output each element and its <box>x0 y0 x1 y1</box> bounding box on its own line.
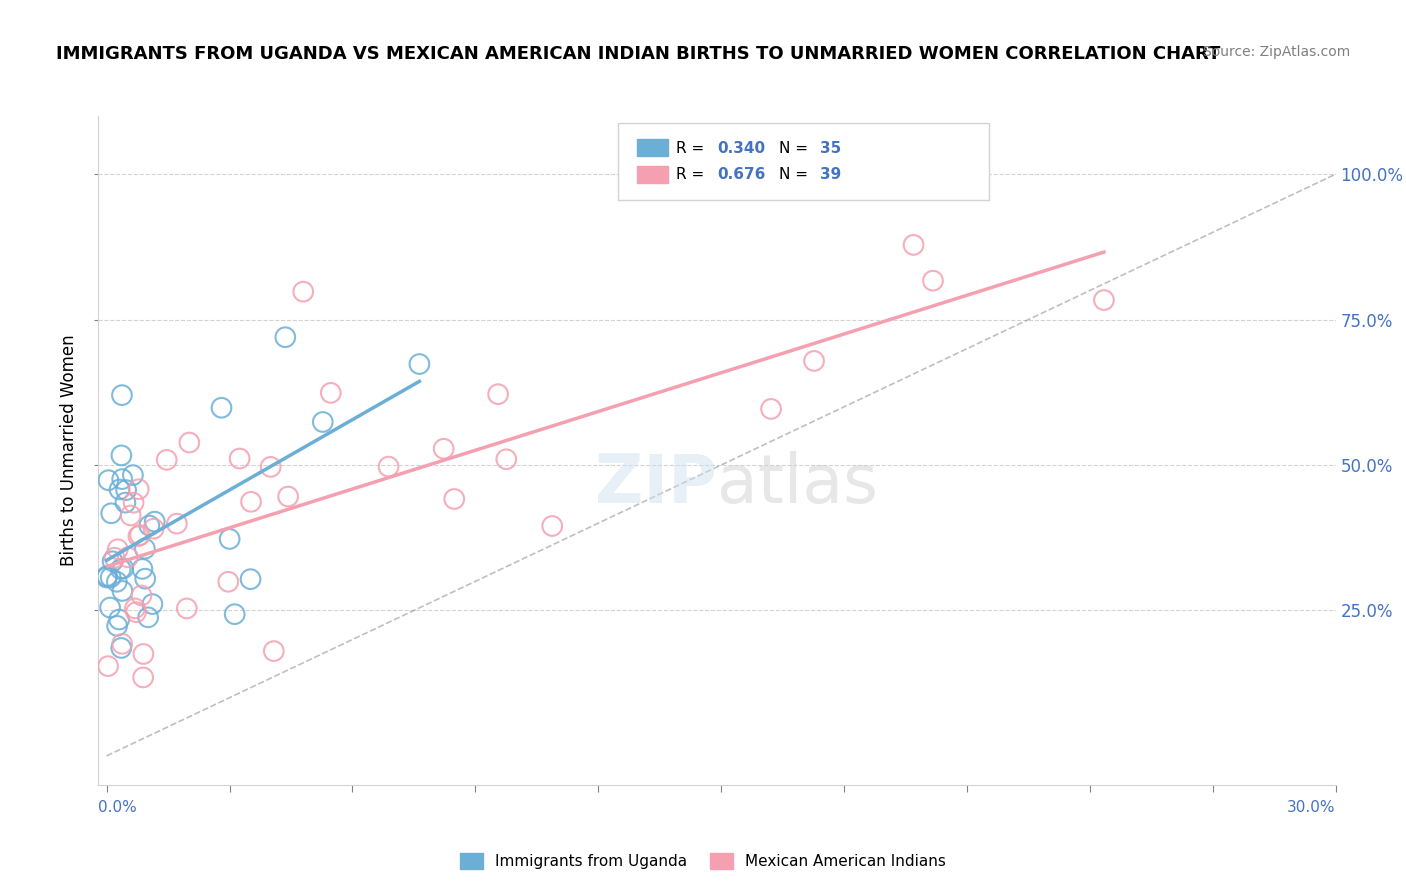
Point <box>122 496 145 510</box>
Point <box>96 570 118 584</box>
Point <box>100 570 122 584</box>
Point <box>156 453 179 467</box>
Point <box>110 640 132 655</box>
Legend: Immigrants from Uganda, Mexican American Indians: Immigrants from Uganda, Mexican American… <box>454 847 952 875</box>
Point <box>260 459 283 474</box>
Point <box>263 644 285 658</box>
Text: 30.0%: 30.0% <box>1288 800 1336 814</box>
Y-axis label: Births to Unmarried Women: Births to Unmarried Women <box>60 334 79 566</box>
Text: ZIP: ZIP <box>595 451 717 516</box>
Bar <box>637 139 668 156</box>
Point <box>1092 293 1115 307</box>
Point <box>443 491 465 506</box>
Point <box>131 562 153 576</box>
Text: 0.0%: 0.0% <box>98 800 138 814</box>
Point <box>97 659 120 673</box>
Point <box>408 357 430 371</box>
Text: R =: R = <box>676 168 710 182</box>
Point <box>136 610 159 624</box>
Point <box>129 528 152 542</box>
Point <box>120 508 142 523</box>
Text: N =: N = <box>779 141 813 155</box>
Point <box>132 647 155 661</box>
Point <box>228 451 250 466</box>
Point <box>114 495 136 509</box>
Point <box>117 550 139 565</box>
Point <box>111 583 134 598</box>
Point <box>108 483 131 497</box>
Text: Source: ZipAtlas.com: Source: ZipAtlas.com <box>1202 45 1350 59</box>
Point <box>759 401 782 416</box>
Point <box>100 506 122 520</box>
Point <box>239 572 262 586</box>
Point <box>312 415 335 429</box>
Point <box>132 670 155 684</box>
Point <box>108 613 131 627</box>
Text: atlas: atlas <box>717 451 877 516</box>
Point <box>115 483 138 497</box>
Text: N =: N = <box>779 168 813 182</box>
Point <box>138 518 160 533</box>
Point <box>111 472 134 486</box>
Point <box>176 601 198 615</box>
Point <box>292 285 315 299</box>
Point <box>240 495 263 509</box>
Point <box>125 605 148 619</box>
Point <box>127 529 149 543</box>
Text: IMMIGRANTS FROM UGANDA VS MEXICAN AMERICAN INDIAN BIRTHS TO UNMARRIED WOMEN CORR: IMMIGRANTS FROM UGANDA VS MEXICAN AMERIC… <box>56 45 1220 62</box>
Point <box>377 459 399 474</box>
Point <box>112 561 135 575</box>
Point <box>111 388 134 402</box>
Point <box>128 482 150 496</box>
Point <box>103 550 125 565</box>
Point <box>922 274 945 288</box>
Text: R =: R = <box>676 141 710 155</box>
Point <box>179 435 201 450</box>
Point <box>107 542 129 557</box>
Point <box>141 597 163 611</box>
Point <box>541 519 564 533</box>
Point <box>211 401 233 415</box>
Point <box>111 637 134 651</box>
Point <box>134 541 156 556</box>
Point <box>134 572 156 586</box>
Point <box>274 330 297 344</box>
Bar <box>637 166 668 183</box>
Point <box>486 387 509 401</box>
Point <box>105 574 128 589</box>
Point <box>105 619 128 633</box>
FancyBboxPatch shape <box>619 123 990 200</box>
Point <box>142 522 165 536</box>
Point <box>319 385 342 400</box>
Point <box>803 354 825 368</box>
Point <box>122 468 145 483</box>
Point <box>903 238 925 252</box>
Point <box>217 574 239 589</box>
Point <box>433 442 456 456</box>
Text: 35: 35 <box>820 141 841 155</box>
Point <box>110 449 132 463</box>
Point <box>124 601 146 615</box>
Point <box>224 607 246 622</box>
Point <box>166 516 188 531</box>
Point <box>495 452 517 467</box>
Text: 0.676: 0.676 <box>717 168 765 182</box>
Point <box>143 515 166 529</box>
Point <box>98 600 121 615</box>
Point <box>131 589 153 603</box>
Point <box>96 569 118 583</box>
Point <box>277 490 299 504</box>
Text: 0.340: 0.340 <box>717 141 765 155</box>
Point <box>101 554 124 568</box>
Text: 39: 39 <box>820 168 841 182</box>
Point <box>97 473 120 487</box>
Point <box>110 562 132 576</box>
Point <box>218 532 240 546</box>
